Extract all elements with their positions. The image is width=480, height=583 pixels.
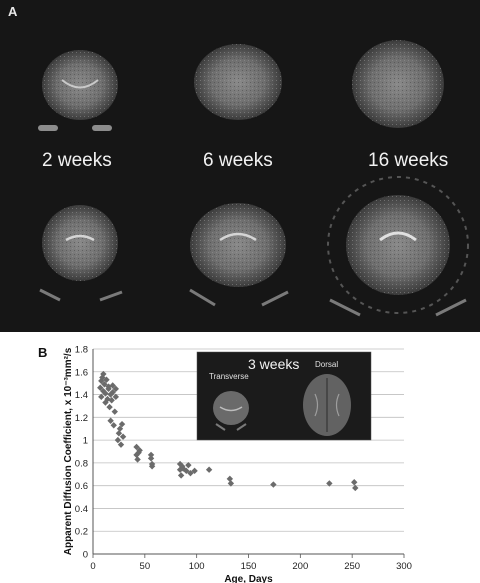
x-tick-label: 200 <box>292 561 308 572</box>
data-point <box>109 382 116 389</box>
data-point <box>115 430 123 437</box>
data-point <box>101 381 108 388</box>
data-point <box>133 443 140 451</box>
data-point <box>147 451 155 459</box>
y-tick-label: 1.2 <box>75 413 88 424</box>
x-tick-label: 100 <box>189 561 205 572</box>
panel-label-b: B <box>38 345 48 360</box>
x-tick-labels: 0 50 100 150 200 250 300 <box>90 561 412 572</box>
data-point <box>103 376 110 383</box>
data-point <box>134 456 141 463</box>
data-point <box>109 389 116 396</box>
brain-16w-coronal <box>327 176 469 317</box>
y-tick-label: 1.8 <box>75 345 88 356</box>
x-tick-label: 50 <box>140 561 151 572</box>
data-point <box>102 399 109 406</box>
data-point <box>118 420 126 428</box>
data-point <box>114 436 122 444</box>
week-label-2: 2 weeks <box>42 150 112 171</box>
x-tick-label: 250 <box>344 561 360 572</box>
data-point <box>100 370 107 378</box>
data-point <box>111 408 118 415</box>
data-point <box>187 469 194 477</box>
data-point <box>112 393 120 401</box>
inset-left-label: Transverse <box>209 372 249 381</box>
data-point <box>102 390 109 397</box>
week-label-16: 16 weeks <box>368 150 449 171</box>
y-tick-label: 0.2 <box>75 527 88 538</box>
data-point <box>108 397 115 404</box>
data-point <box>147 455 155 462</box>
y-axis-title: Apparent Diffusion Coefficient, x 10⁻³mm… <box>63 347 74 555</box>
y-tick-label: 0 <box>83 550 88 561</box>
brain-2w-transverse <box>38 50 118 131</box>
data-point <box>177 472 185 479</box>
data-point <box>183 467 190 475</box>
week-label-6: 6 weeks <box>203 150 273 171</box>
panel-label-a: A <box>8 4 18 19</box>
data-point <box>110 422 117 429</box>
brain-6w-transverse <box>194 44 282 120</box>
data-point <box>227 480 235 487</box>
data-point <box>112 385 120 393</box>
brain-2w-coronal <box>39 205 123 302</box>
y-tick-label: 0.6 <box>75 481 88 492</box>
data-point <box>270 481 277 488</box>
data-point <box>148 460 156 468</box>
y-tick-label: 0.8 <box>75 458 88 469</box>
data-point <box>105 383 112 390</box>
data-point <box>185 461 192 469</box>
data-point <box>97 384 104 391</box>
y-tick-label: 1 <box>83 436 88 447</box>
inset-transverse-brain <box>213 391 249 425</box>
data-point <box>116 425 124 432</box>
inset-right-label: Dorsal <box>315 360 338 369</box>
data-point <box>117 441 125 448</box>
y-tick-label: 1.4 <box>75 390 88 401</box>
data-point <box>98 393 105 401</box>
data-point <box>106 403 113 411</box>
data-point <box>100 387 107 395</box>
brain-6w-coronal <box>189 203 289 307</box>
data-point <box>352 484 359 492</box>
inset-title: 3 weeks <box>248 356 299 372</box>
data-point <box>205 466 213 473</box>
data-point <box>226 475 234 483</box>
x-axis-title: Age, Days <box>224 574 273 583</box>
x-tick-label: 150 <box>241 561 257 572</box>
brain-16w-transverse <box>352 40 444 128</box>
y-tick-label: 0.4 <box>75 504 88 515</box>
inset-mri: 3 weeks Transverse Dorsal <box>196 351 372 441</box>
data-point <box>119 433 127 440</box>
data-point <box>351 479 358 486</box>
y-tick-label: 1.6 <box>75 367 88 378</box>
x-tick-label: 300 <box>396 561 412 572</box>
adc-scatter-chart: 0 50 100 150 200 250 300 0 0.2 0.4 0.6 0.8 1 1.2 1.4 1… <box>63 345 412 583</box>
data-point <box>107 417 114 424</box>
x-tick-label: 0 <box>90 561 95 572</box>
y-tick-labels: 0 0.2 0.4 0.6 0.8 1 1.2 1.4 1.6 1.8 <box>75 345 88 561</box>
data-point <box>99 374 106 381</box>
brain-mri-images <box>38 40 469 317</box>
data-point <box>136 447 143 454</box>
mri-panel-a: A 2 weeks 6 weeks 16 weeks <box>0 0 480 332</box>
axes <box>92 349 405 558</box>
